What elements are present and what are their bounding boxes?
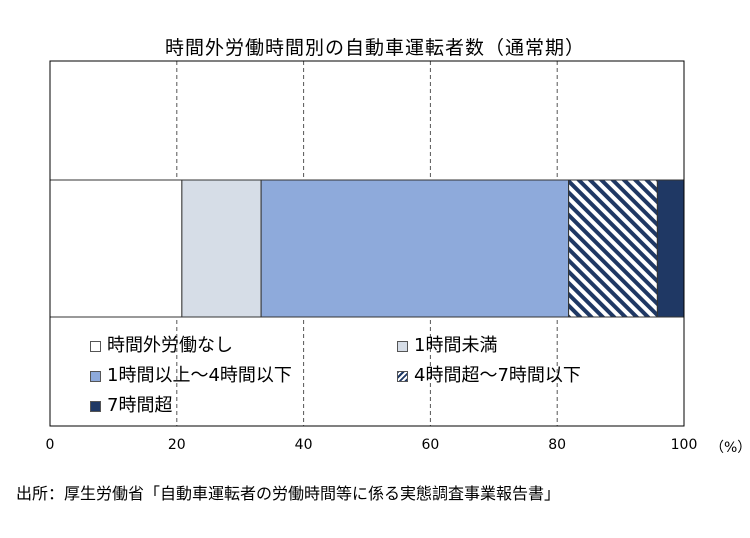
bar-segment-2: [181, 179, 262, 318]
legend-item-4: 4時間超～7時間以下: [397, 365, 581, 387]
legend-item-3: 1時間以上～4時間以下: [90, 365, 292, 387]
legend-label-2: 1時間未満: [414, 335, 498, 356]
x-tick-label-60: 60: [421, 437, 440, 453]
x-axis-unit: （%）: [710, 440, 750, 456]
legend-swatch-1: [90, 340, 101, 352]
legend-label-3: 1時間以上～4時間以下: [107, 365, 292, 386]
plot-border: [49, 60, 685, 427]
legend-swatch-4: [397, 370, 408, 382]
x-tick-label-0: 0: [45, 437, 55, 453]
legend-label-4: 4時間超～7時間以下: [414, 365, 581, 386]
legend-label-5: 7時間超: [107, 395, 173, 416]
x-tick-label-20: 20: [167, 437, 186, 453]
bar-segment-4: [568, 179, 658, 318]
bar-segments: [49, 179, 685, 318]
legend-label-1: 時間外労働なし: [107, 335, 233, 356]
x-tick-label-80: 80: [548, 437, 567, 453]
bar-segment-5: [656, 179, 685, 318]
legend-item-1: 時間外労働なし: [90, 335, 233, 357]
legend-swatch-3: [90, 370, 101, 382]
x-tick-label-40: 40: [294, 437, 313, 453]
bar-segment-1: [49, 179, 183, 318]
x-tick-label-100: 100: [670, 437, 698, 453]
chart-title: 時間外労働時間別の自動車運転者数（通常期）: [164, 37, 585, 59]
legend-item-5: 7時間超: [90, 395, 172, 417]
legend-swatch-5: [90, 400, 101, 412]
legend-item-2: 1時間未満: [397, 335, 497, 357]
bar-segment-3: [260, 179, 570, 318]
legend-swatch-2: [397, 340, 408, 352]
source-note: 出所：厚生労働省「自動車運転者の労働時間等に係る実態調査事業報告書」: [16, 484, 561, 503]
